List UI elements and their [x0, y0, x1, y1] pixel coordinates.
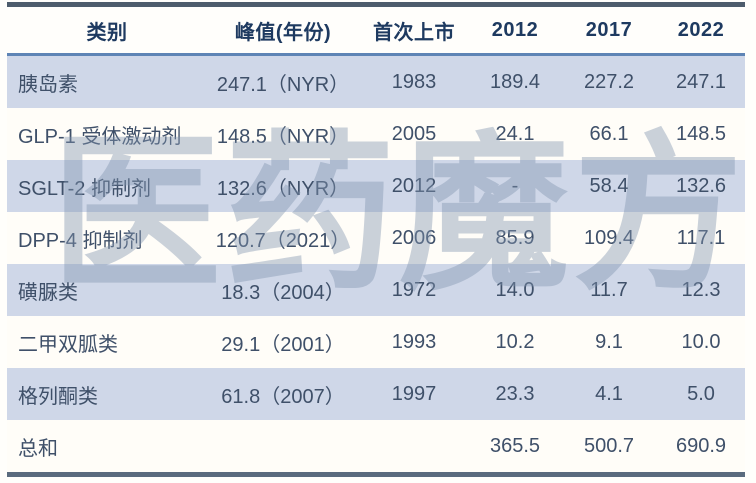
row-value: 1997: [391, 382, 437, 405]
row-value: 29.1（2001）: [221, 333, 345, 356]
table-row: GLP-1 受体激动剂 148.5（NYR） 2005 24.1 66.1 148.5: [7, 108, 745, 160]
row-value: 61.8（2007）: [221, 385, 345, 408]
row-value: 58.4: [589, 174, 629, 197]
row-value: 1972: [391, 278, 437, 301]
row-value: 247.1: [675, 70, 727, 93]
row-value: 109.4: [583, 226, 635, 249]
row-value: 10.0: [681, 330, 721, 353]
row-category: SGLT-2 抑制剂: [18, 177, 151, 200]
row-value: 24.1: [495, 122, 535, 145]
row-value: 365.5: [489, 434, 541, 457]
column-header-2: 首次上市: [373, 21, 455, 44]
table-row: 胰岛素 247.1（NYR） 1983 189.4 227.2 247.1: [7, 56, 745, 108]
row-value: 132.6: [675, 174, 727, 197]
row-value: 9.1: [595, 330, 623, 353]
row-value: 2005: [391, 122, 437, 145]
header-divider: [7, 53, 745, 56]
drug-class-sales-table: 类别 峰值(年份) 首次上市 2012 2017 2022 胰岛素 247.1（NYR） 19…: [7, 2, 745, 477]
table-row: 格列酮类 61.8（2007） 1997 23.3 4.1 5.0: [7, 368, 745, 420]
column-header-3: 2012: [491, 18, 539, 41]
row-value: 18.3（2004）: [221, 281, 345, 304]
column-header-0: 类别: [86, 21, 128, 44]
table-top-border: [7, 2, 745, 7]
row-value: 120.7（2021）: [215, 229, 351, 252]
row-value: 117.1: [676, 226, 726, 249]
row-value: 132.6（NYR）: [216, 177, 350, 200]
table-row: 二甲双胍类 29.1（2001） 1993 10.2 9.1 10.0: [7, 316, 745, 368]
row-category: 二甲双胍类: [18, 333, 118, 356]
row-value: 2012: [391, 174, 437, 197]
row-value: 4.1: [595, 382, 623, 405]
row-category: 格列酮类: [18, 385, 98, 408]
row-value: 85.9: [495, 226, 535, 249]
column-header-5: 2022: [677, 18, 725, 41]
row-value: -: [511, 174, 519, 197]
row-value: 66.1: [589, 122, 629, 145]
row-value: 5.0: [687, 382, 715, 405]
row-value: 10.2: [495, 330, 535, 353]
column-header-4: 2017: [585, 18, 633, 41]
row-value: 1983: [391, 70, 437, 93]
row-value: 500.7: [583, 434, 635, 457]
row-value: 148.5（NYR）: [216, 125, 350, 148]
table-row: DPP-4 抑制剂 120.7（2021） 2006 85.9 109.4 117.1: [7, 212, 745, 264]
row-value: 11.7: [590, 278, 628, 301]
row-value: 1993: [391, 330, 437, 353]
table-row: SGLT-2 抑制剂 132.6（NYR） 2012 - 58.4 132.6: [7, 160, 745, 212]
table-header-row: 类别 峰值(年份) 首次上市 2012 2017 2022: [7, 7, 745, 53]
table-row: 磺脲类 18.3（2004） 1972 14.0 11.7 12.3: [7, 264, 745, 316]
row-value: 148.5: [675, 122, 727, 145]
row-category: GLP-1 受体激动剂: [18, 125, 182, 148]
row-value: 189.4: [489, 70, 541, 93]
row-category: 磺脲类: [18, 281, 78, 304]
row-value: 227.2: [583, 70, 635, 93]
row-category: 胰岛素: [18, 73, 78, 96]
table-body: 胰岛素 247.1（NYR） 1983 189.4 227.2 247.1 GLP-1 受体…: [7, 56, 745, 472]
row-value: 14.0: [495, 278, 535, 301]
column-header-1: 峰值(年份): [234, 21, 332, 44]
table-bottom-border: [7, 472, 745, 477]
row-category: DPP-4 抑制剂: [18, 229, 143, 252]
row-value: 23.3: [495, 382, 535, 405]
row-value: 2006: [391, 226, 437, 249]
row-value: 690.9: [675, 434, 727, 457]
row-value: 12.3: [681, 278, 721, 301]
table-row: 总和 365.5 500.7 690.9: [7, 420, 745, 472]
row-value: 247.1（NYR）: [216, 73, 350, 96]
row-category: 总和: [18, 437, 58, 460]
